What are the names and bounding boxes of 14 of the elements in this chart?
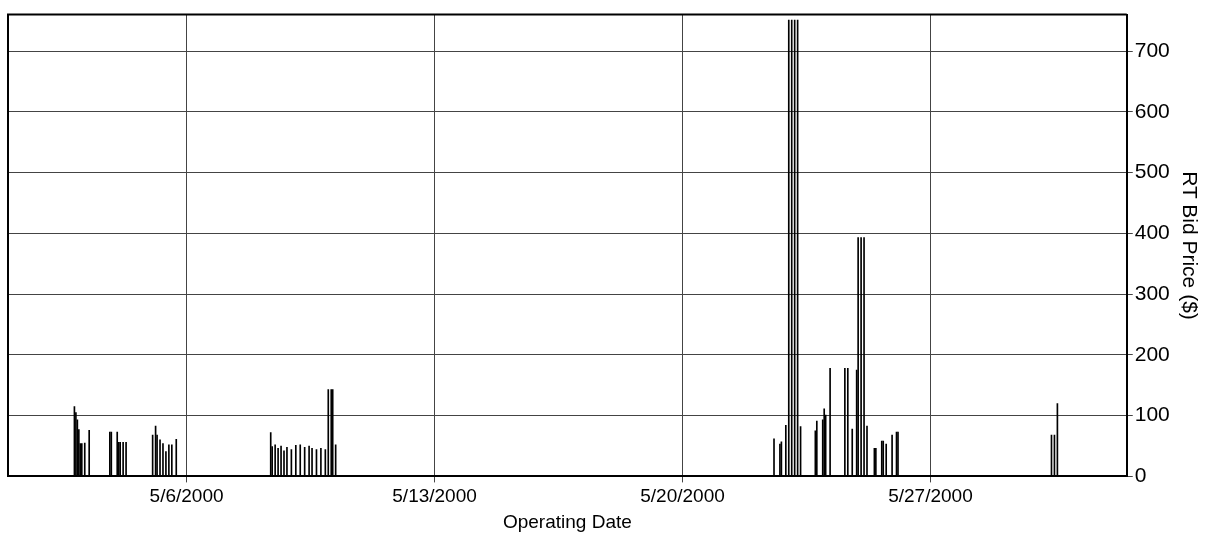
y-tick-label: 600 (1134, 98, 1170, 122)
y-tick-label: 100 (1134, 402, 1170, 426)
x-axis-title: Operating Date (502, 510, 632, 532)
x-tick-label: 5/20/2000 (640, 485, 725, 507)
y-tick-label: 200 (1134, 341, 1170, 365)
x-tick-label: 5/6/2000 (149, 485, 224, 507)
x-tick-label: 5/27/2000 (888, 485, 973, 507)
y-tick-label: 300 (1134, 280, 1170, 304)
y-tick-label: 0 (1134, 463, 1147, 487)
x-tick-label: 5/13/2000 (392, 485, 477, 507)
y-tick-label: 500 (1134, 159, 1170, 183)
y-axis-title: RT Bid Price ($) (1178, 171, 1202, 320)
y-tick-label: 700 (1134, 37, 1170, 61)
y-tick-label: 400 (1134, 220, 1170, 244)
